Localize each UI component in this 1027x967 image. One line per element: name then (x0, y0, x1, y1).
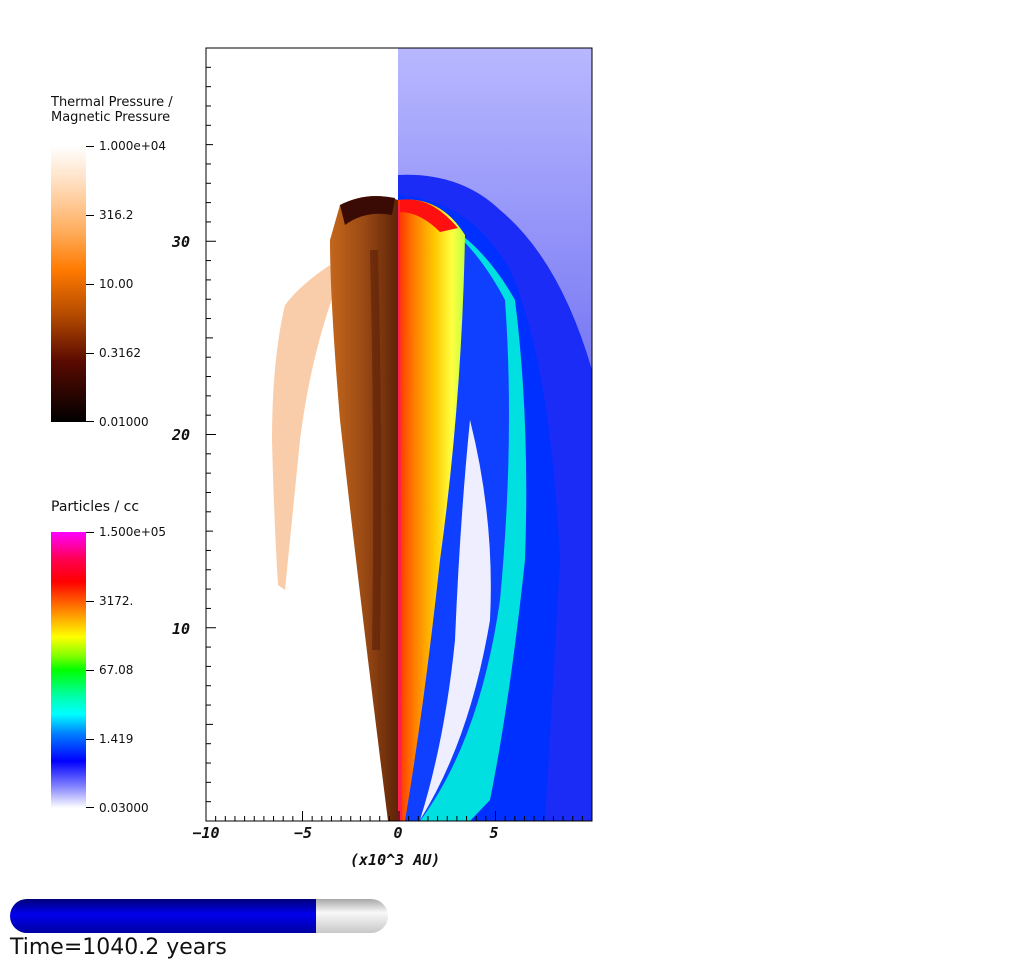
plot-area (206, 48, 592, 821)
thermal-pressure-tick-label: 316.2 (99, 208, 134, 222)
particles-tick-label: 67.08 (99, 663, 134, 677)
thermal-pressure-colorbar-title: Thermal Pressure / Magnetic Pressure (51, 95, 173, 125)
particles-tick-label: 3172. (99, 594, 134, 608)
particles-tick-label: 1.500e+05 (99, 525, 167, 539)
y-tick-label-30: 30 (171, 233, 190, 251)
thermal-pressure-tick-label: 10.00 (99, 277, 134, 291)
y-axis-ticks (206, 66, 216, 803)
thermal-pressure-title-line-1: Thermal Pressure / (51, 95, 173, 110)
jet-axis (398, 205, 402, 821)
y-tick-label-10: 10 (171, 620, 190, 638)
x-axis-label: (x10^3 AU) (350, 851, 441, 869)
jet-high-density (398, 199, 465, 821)
pressure-column (330, 196, 398, 821)
colorbar-tick (86, 215, 94, 216)
thermal-pressure-tick-label: 0.01000 (99, 415, 149, 429)
particles-colorbar-title: Particles / cc (51, 500, 139, 515)
particles-tick-label: 0.03000 (99, 801, 149, 815)
time-progress-fill (10, 899, 317, 933)
colorbar-tick (86, 807, 94, 808)
thermal-pressure-tick-label: 1.000e+04 (99, 139, 167, 153)
particles-tick-label: 1.419 (99, 732, 134, 746)
thermal-pressure-colorbar (51, 146, 86, 422)
thermal-pressure-title-line-2: Magnetic Pressure (51, 110, 171, 125)
y-tick-label-20: 20 (171, 426, 190, 444)
jet-head (400, 199, 458, 232)
colorbar-tick (86, 601, 94, 602)
colorbar-tick (86, 146, 94, 147)
colorbar-tick (86, 421, 94, 422)
colorbar-tick (86, 532, 94, 533)
x-tick-label-0: 0 (393, 824, 403, 842)
x-tick-label-neg10: −10 (192, 824, 220, 842)
particles-title-line-1: Particles / cc (51, 499, 140, 515)
thermal-pressure-tick-label: 0.3162 (99, 346, 141, 360)
colorbar-tick (86, 670, 94, 671)
pressure-wing (272, 265, 335, 590)
time-label: Time=1040.2 years (10, 935, 227, 960)
pressure-head (340, 196, 395, 225)
x-axis-ticks (205, 811, 593, 821)
x-tick-label-5: 5 (489, 824, 499, 842)
particles-colorbar (51, 532, 86, 808)
time-progress-bar (10, 899, 388, 933)
x-tick-label-neg5: −5 (293, 824, 313, 842)
low-density-cavity (420, 420, 491, 820)
colorbar-tick (86, 353, 94, 354)
colorbar-tick (86, 284, 94, 285)
colorbar-tick (86, 739, 94, 740)
pressure-streak (370, 250, 382, 650)
